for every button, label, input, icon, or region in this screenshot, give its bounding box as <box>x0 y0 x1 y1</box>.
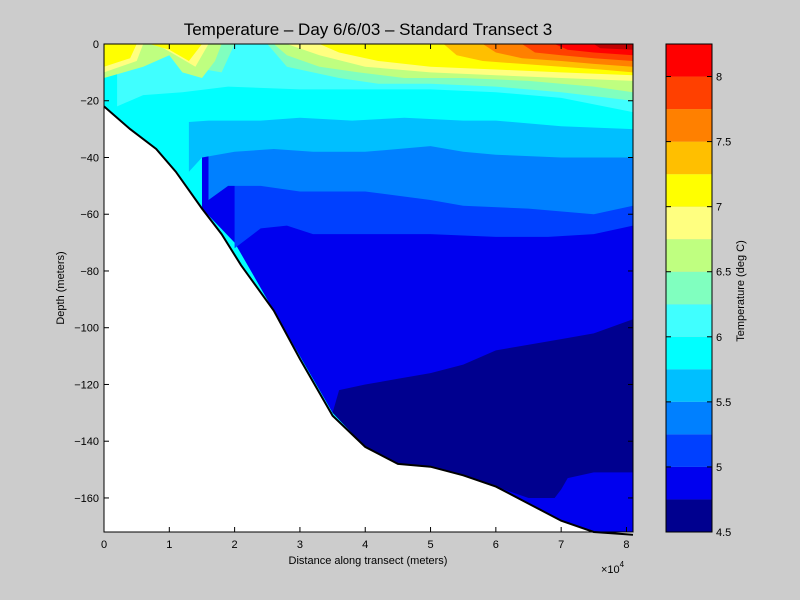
x-tick-label: 6 <box>493 539 499 551</box>
colorbar-tick-label: 5 <box>716 462 722 474</box>
x-multiplier-exponent: 4 <box>620 560 625 569</box>
y-tick-label: −40 <box>80 152 99 164</box>
colorbar-swatch <box>666 466 712 500</box>
y-axis: 0 −20 −40 −60 −80 −100 −120 −140 −160 <box>74 39 633 505</box>
seafloor-fill <box>104 106 633 535</box>
colorbar-swatch <box>666 76 712 110</box>
x-tick-label: 4 <box>362 539 368 551</box>
x-tick-label: 0 <box>101 539 107 551</box>
colorbar-swatch <box>666 369 712 402</box>
colorbar-swatch <box>666 304 712 337</box>
y-tick-label: 0 <box>93 39 99 51</box>
x-tick-label: 5 <box>427 539 433 551</box>
x-tick-label: 8 <box>623 539 629 551</box>
colorbar-swatch <box>666 401 712 435</box>
colorbar-swatch <box>666 174 712 207</box>
contour-band <box>593 44 633 50</box>
colorbar-frame <box>665 43 713 533</box>
x-axis-label: Distance along transect (meters) <box>289 555 448 567</box>
colorbar-tick-label: 4.5 <box>716 527 731 539</box>
x-multiplier-base: ×10 <box>601 564 620 576</box>
colorbar-swatch <box>666 336 712 370</box>
colorbar-swatch <box>666 206 712 240</box>
contour-band <box>332 319 633 498</box>
x-tick-label: 3 <box>297 539 303 551</box>
plot-frame <box>103 43 634 533</box>
colorbar-tick-label: 5.5 <box>716 397 731 409</box>
y-axis-label: Depth (meters) <box>55 251 67 324</box>
chart-title: Temperature – Day 6/6/03 – Standard Tran… <box>184 20 553 39</box>
y-tick-label: −80 <box>80 266 99 278</box>
colorbar-swatch <box>666 239 712 272</box>
colorbar: 4.5 5 5.5 6 6.5 7 7.5 8 <box>665 43 731 539</box>
y-tick-label: −20 <box>80 96 99 108</box>
seafloor-line <box>103 105 634 536</box>
y-tick-label: −120 <box>74 379 99 391</box>
y-tick-label: −100 <box>74 323 99 335</box>
colorbar-label: Temperature (deg C) <box>735 240 747 342</box>
colorbar-swatch <box>666 499 712 532</box>
x-tick-label: 2 <box>232 539 238 551</box>
colorbar-swatch <box>666 109 712 142</box>
colorbar-tick-label: 8 <box>716 72 722 84</box>
colorbar-tick-label: 7.5 <box>716 137 731 149</box>
x-tick-label: 7 <box>558 539 564 551</box>
colorbar-tick-label: 6.5 <box>716 267 731 279</box>
colorbar-tick-label: 6 <box>716 332 722 344</box>
colorbar-swatch <box>666 434 712 467</box>
x-multiplier: ×104 <box>601 560 625 576</box>
contour-bands <box>104 44 633 532</box>
colorbar-tick-label: 7 <box>716 202 722 214</box>
plot-area: 0 1 2 3 4 5 6 7 8 0 −20 −40 −60 −80 −100 −120 −140 −160 <box>74 39 634 551</box>
y-tick-label: −140 <box>74 436 99 448</box>
x-axis: 0 1 2 3 4 5 6 7 8 <box>101 44 630 551</box>
colorbar-swatch <box>666 44 712 77</box>
y-tick-label: −160 <box>74 493 99 505</box>
colorbar-swatch <box>666 271 712 305</box>
x-tick-label: 1 <box>166 539 172 551</box>
colorbar-swatch <box>666 141 712 175</box>
y-tick-label: −60 <box>80 209 99 221</box>
